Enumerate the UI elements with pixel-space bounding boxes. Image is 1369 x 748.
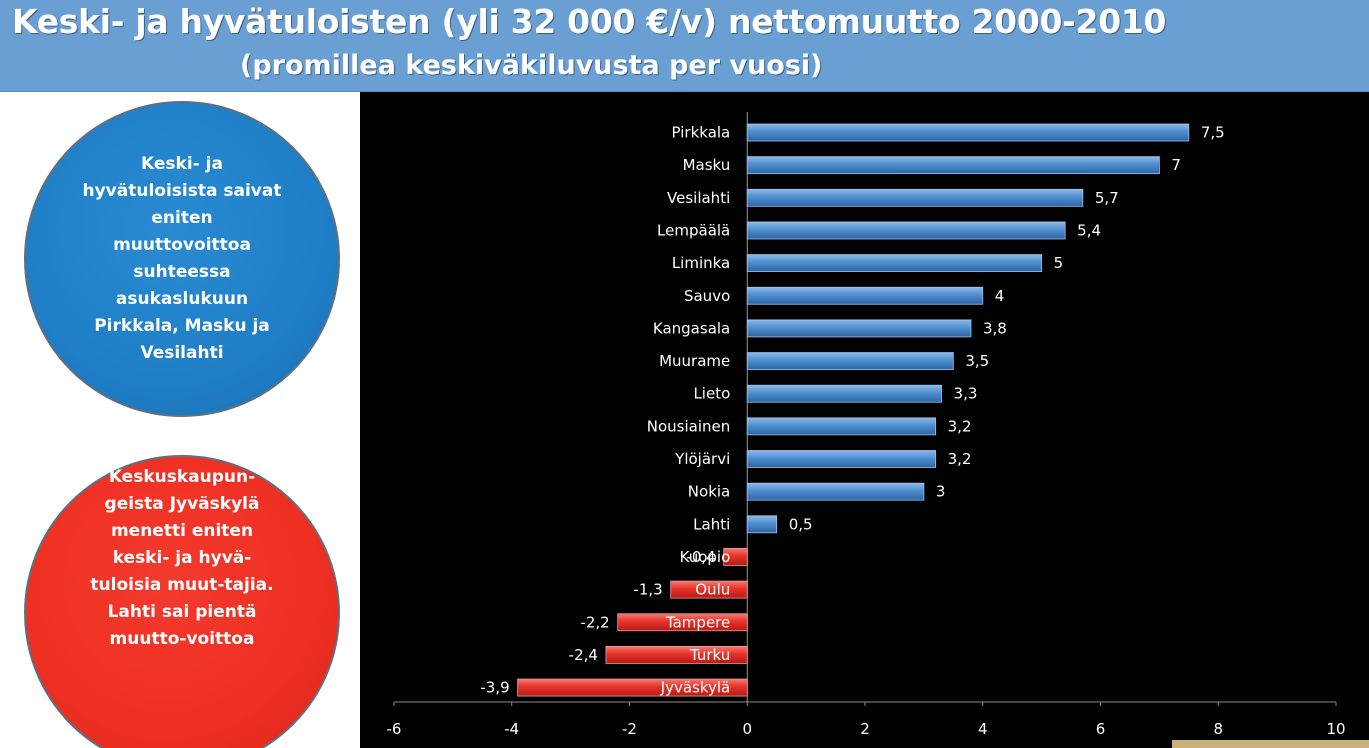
x-tick-label: 8	[1213, 720, 1223, 738]
category-label: Masku	[683, 156, 731, 174]
bar-pirkkala	[746, 123, 1190, 142]
bar-ylöjärvi	[746, 450, 937, 468]
value-label: -1,3	[633, 581, 662, 599]
corner-decoration	[1172, 740, 1369, 748]
bar-kuopio	[723, 548, 748, 566]
bar-jyväskylä	[517, 678, 748, 697]
x-tick-label: -6	[387, 720, 402, 738]
category-label: Kangasala	[653, 319, 730, 337]
value-label: -3,9	[480, 679, 509, 697]
category-label: Vesilahti	[667, 189, 730, 207]
value-label: 3,8	[983, 319, 1007, 337]
category-label: Turku	[689, 646, 730, 664]
category-label: Nokia	[688, 483, 730, 501]
category-label: Jyväskylä	[660, 679, 731, 697]
value-label: 3,5	[965, 352, 989, 370]
bar-chart: -6 -4 -2 0 2 4 6 8 10 Pirkkala 7,5 Masku 7 Vesilahti 5…	[360, 92, 1369, 748]
value-label: 7	[1171, 156, 1181, 174]
losers-callout: Keskuskaupun-geista Jyväskylä menetti en…	[24, 455, 340, 748]
bar-turku	[605, 646, 748, 664]
value-label: 3,3	[954, 385, 978, 403]
bar-vesilahti	[746, 188, 1084, 207]
bar-lieto	[746, 384, 942, 403]
category-label: Oulu	[695, 581, 730, 599]
winners-callout-text: Keski- ja hyvätuloisista saivat eniten m…	[82, 154, 282, 363]
category-label: Ylöjärvi	[674, 450, 730, 468]
value-label: 3,2	[948, 450, 972, 468]
value-label: -2,2	[580, 613, 609, 631]
value-label: 7,5	[1201, 124, 1225, 142]
value-label: 5,7	[1095, 189, 1119, 207]
category-label: Nousiainen	[647, 417, 731, 435]
value-label: 4	[995, 287, 1005, 305]
bar-nousiainen	[746, 417, 937, 436]
value-label: -2,4	[569, 646, 598, 664]
page-subtitle: (promillea keskiväkiluvusta per vuosi)	[240, 50, 823, 81]
x-tick-label: 10	[1326, 720, 1345, 738]
bar-liminka	[746, 254, 1043, 273]
category-label: Kuopio	[680, 548, 731, 566]
x-tick-label: 0	[742, 720, 752, 738]
bar-muurame	[746, 352, 954, 370]
category-label: Liminka	[672, 254, 730, 272]
bar-nokia	[746, 482, 925, 501]
x-tick-label: -4	[504, 720, 519, 738]
bar-masku	[746, 156, 1160, 175]
page-title: Keski- ja hyvätuloisten (yli 32 000 €/v)…	[12, 2, 1167, 41]
value-label: 3,2	[948, 417, 972, 435]
winners-callout: Keski- ja hyvätuloisista saivat eniten m…	[24, 101, 340, 417]
category-label: Tampere	[665, 613, 730, 631]
category-label: Pirkkala	[672, 124, 731, 142]
bar-lahti	[746, 515, 778, 534]
value-label: 5	[1054, 254, 1064, 272]
category-label: Muurame	[659, 352, 730, 370]
x-tick-label: -2	[622, 720, 637, 738]
category-label: Lempäälä	[657, 221, 730, 239]
category-label: Sauvo	[684, 287, 730, 305]
bar-chart-svg: -6 -4 -2 0 2 4 6 8 10 Pirkkala 7,5 Masku 7 Vesilahti 5…	[387, 112, 1346, 738]
value-label: 3	[936, 483, 946, 501]
bar-oulu	[670, 580, 748, 599]
x-tick-label: 6	[1096, 720, 1106, 738]
category-label: Lahti	[693, 515, 730, 533]
value-label: -0,4	[686, 548, 715, 566]
bar-kangasala	[746, 319, 972, 338]
value-label: 0,5	[789, 515, 813, 533]
category-label: Lieto	[693, 385, 730, 403]
bar-sauvo	[746, 286, 984, 305]
x-tick-label: 4	[978, 720, 988, 738]
header-banner: Keski- ja hyvätuloisten (yli 32 000 €/v)…	[0, 0, 1369, 92]
value-label: 5,4	[1077, 221, 1101, 239]
x-tick-label: 2	[860, 720, 870, 738]
losers-callout-text: Keskuskaupun-geista Jyväskylä menetti en…	[90, 466, 274, 649]
bar-lempäälä	[746, 221, 1066, 240]
bar-tampere	[617, 613, 748, 632]
